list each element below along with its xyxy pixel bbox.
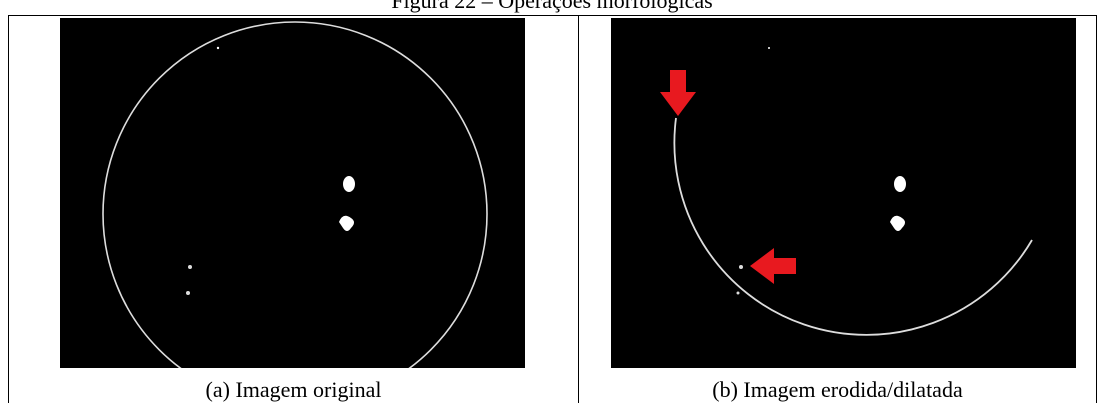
caption: (a) Imagem original [9, 377, 578, 403]
figure [0, 0, 1104, 403]
image-processed [611, 0, 1076, 368]
caption: (b) Imagem erodida/dilatada [579, 377, 1096, 403]
page: Figura 22 – Operações morfológicas [0, 0, 1104, 403]
image-original [60, 18, 525, 403]
